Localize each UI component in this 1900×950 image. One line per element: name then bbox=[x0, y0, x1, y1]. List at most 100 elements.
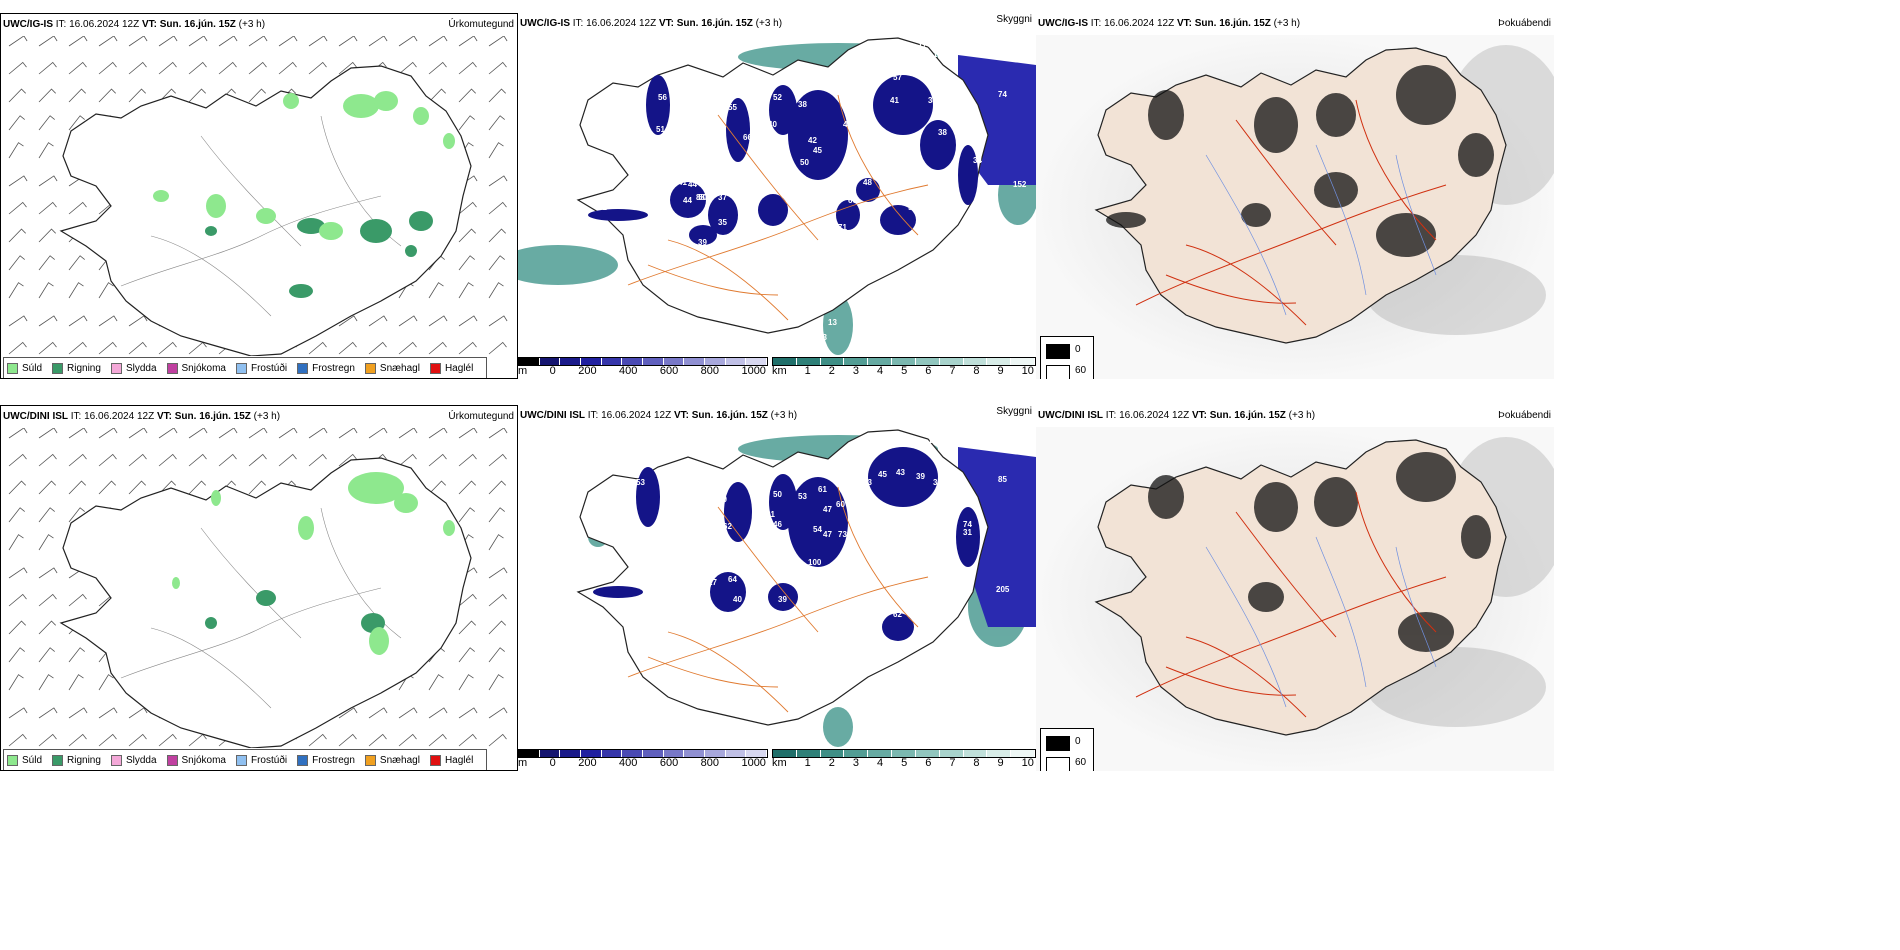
wind-barb bbox=[458, 61, 477, 75]
wind-barb bbox=[8, 507, 25, 523]
wind-barb bbox=[278, 36, 298, 47]
fog-legend-dark-swatch bbox=[1046, 736, 1070, 751]
cloud-base-label: 49 bbox=[848, 150, 857, 159]
wind-barb bbox=[458, 453, 477, 467]
colorbar-segment bbox=[519, 358, 540, 365]
colorbar-segment bbox=[796, 750, 821, 757]
cloud-base-label: 61 bbox=[818, 485, 827, 494]
wind-barb bbox=[158, 428, 178, 439]
wind-barb bbox=[8, 480, 26, 495]
cloud-base-label: 56 bbox=[678, 512, 687, 521]
colorbar-segment bbox=[601, 750, 623, 757]
precip-map bbox=[8, 36, 508, 356]
wind-barb bbox=[488, 480, 506, 495]
colorbar-tick-label: 600 bbox=[659, 365, 679, 377]
cloud-base-label: 42 bbox=[698, 585, 707, 594]
precip-legend-item: Haglél bbox=[429, 754, 474, 766]
precip-legend-label: Haglél bbox=[444, 754, 474, 766]
cloud-base-label: 42 bbox=[808, 80, 817, 89]
colorbar-tick-label: 6 bbox=[925, 365, 932, 377]
wind-barb bbox=[158, 733, 177, 747]
wind-barb bbox=[338, 733, 357, 747]
wind-barb bbox=[428, 341, 447, 355]
wind-barb bbox=[338, 428, 358, 439]
cloud-base-label: 27 bbox=[708, 578, 717, 587]
wind-barb bbox=[488, 201, 507, 215]
wind-barb bbox=[218, 453, 237, 467]
colorbar-segment bbox=[820, 358, 845, 365]
cloud-base-label: 23 bbox=[818, 333, 827, 342]
cloud-base-colorbar-labels: m 0 200 400 600 800 1000 bbox=[518, 757, 766, 769]
wind-barb bbox=[98, 61, 117, 75]
precip-legend-label: Rigning bbox=[67, 754, 101, 766]
colorbar-tick-label: 0 bbox=[549, 365, 556, 377]
fog-legend-light-swatch bbox=[1046, 757, 1070, 771]
lead-time: (+3 h) bbox=[770, 410, 798, 421]
cloud-base-label: 152 bbox=[1013, 180, 1027, 189]
wind-barb bbox=[68, 593, 87, 607]
precip-legend-item: Rigning bbox=[52, 754, 101, 766]
wind-barb bbox=[458, 341, 477, 355]
precip-legend-item: Slydda bbox=[110, 362, 157, 374]
colorbar-tick-label: 400 bbox=[619, 757, 638, 769]
precip-legend-swatch bbox=[429, 754, 441, 766]
wind-barb bbox=[68, 36, 88, 47]
wind-barb bbox=[98, 315, 118, 327]
colorbar-segment bbox=[725, 750, 747, 757]
wind-barb bbox=[488, 142, 504, 159]
cloud-base-label: 49 bbox=[843, 120, 852, 129]
wind-barb bbox=[398, 707, 418, 719]
cloud-base-label: 45 bbox=[808, 465, 817, 474]
wind-barb bbox=[488, 593, 507, 607]
precip-legend-label: Haglél bbox=[444, 362, 474, 374]
cloud-base-label: 52 bbox=[598, 203, 607, 212]
wind-barb bbox=[38, 201, 57, 215]
colorbar-segment bbox=[560, 750, 582, 757]
wind-barb bbox=[38, 428, 58, 439]
precip-type-legend: Súld Rigning Slydda Snjókoma Frostúði Frostre… bbox=[3, 357, 488, 378]
wind-barb bbox=[458, 115, 475, 131]
colorbar-tick-label: 800 bbox=[700, 365, 719, 377]
wind-barb bbox=[218, 428, 238, 439]
colorbar-segment bbox=[963, 358, 988, 365]
cloud-base-label: 38 bbox=[938, 128, 947, 137]
panel-title: Þokuábendi bbox=[1498, 410, 1551, 421]
wind-barb bbox=[98, 36, 118, 47]
cloud-base-label: 60 bbox=[848, 196, 857, 205]
model-name: UWC/DINI ISL bbox=[520, 410, 585, 421]
cloud-base-label: 50 bbox=[800, 158, 809, 167]
wind-barb bbox=[38, 255, 55, 271]
wind-barb bbox=[8, 674, 24, 691]
cloud-base-label: 66 bbox=[743, 133, 752, 142]
wind-barb bbox=[218, 61, 237, 75]
wind-barb bbox=[368, 36, 388, 47]
cloud-base-label: 63 bbox=[863, 478, 872, 487]
wind-barb bbox=[98, 453, 117, 467]
colorbar-segment bbox=[1011, 750, 1035, 757]
precip-legend-label: Súld bbox=[22, 754, 43, 766]
precip-panel-bottom: UWC/DINI ISL IT: 16.06.2024 12Z VT: Sun.… bbox=[0, 405, 518, 771]
precip-legend-label: Snæhagl bbox=[379, 754, 420, 766]
wind-barb bbox=[368, 428, 388, 439]
cloud-panel-bottom: UWC/DINI ISL IT: 16.06.2024 12Z VT: Sun.… bbox=[518, 405, 1036, 771]
colorbar-segment bbox=[844, 358, 869, 365]
model-name: UWC/IG-IS bbox=[520, 18, 570, 29]
colorbar-segment bbox=[705, 358, 726, 365]
precip-legend-swatch bbox=[297, 362, 309, 374]
precip-legend-item: Frostregn bbox=[297, 754, 355, 766]
wind-barb bbox=[368, 707, 388, 719]
wind-barb bbox=[8, 707, 28, 719]
fog-legend-light-label: 60 bbox=[1075, 365, 1087, 376]
cloud-base-label: 47 bbox=[823, 505, 832, 514]
cloud-base-label: 39 bbox=[916, 472, 925, 481]
wind-barb bbox=[8, 36, 28, 47]
wind-barb bbox=[488, 88, 506, 103]
colorbar-tick-label: 2 bbox=[828, 757, 835, 769]
precip-legend-swatch bbox=[364, 362, 376, 374]
valid-time: Sun. 16.jún. 15Z bbox=[676, 18, 753, 29]
cloud-base-label: 176 bbox=[918, 40, 932, 49]
wind-barb bbox=[458, 255, 475, 271]
wind-barb bbox=[98, 707, 118, 719]
colorbar-segment bbox=[963, 750, 988, 757]
colorbar-tick-label: 1 bbox=[804, 757, 811, 769]
